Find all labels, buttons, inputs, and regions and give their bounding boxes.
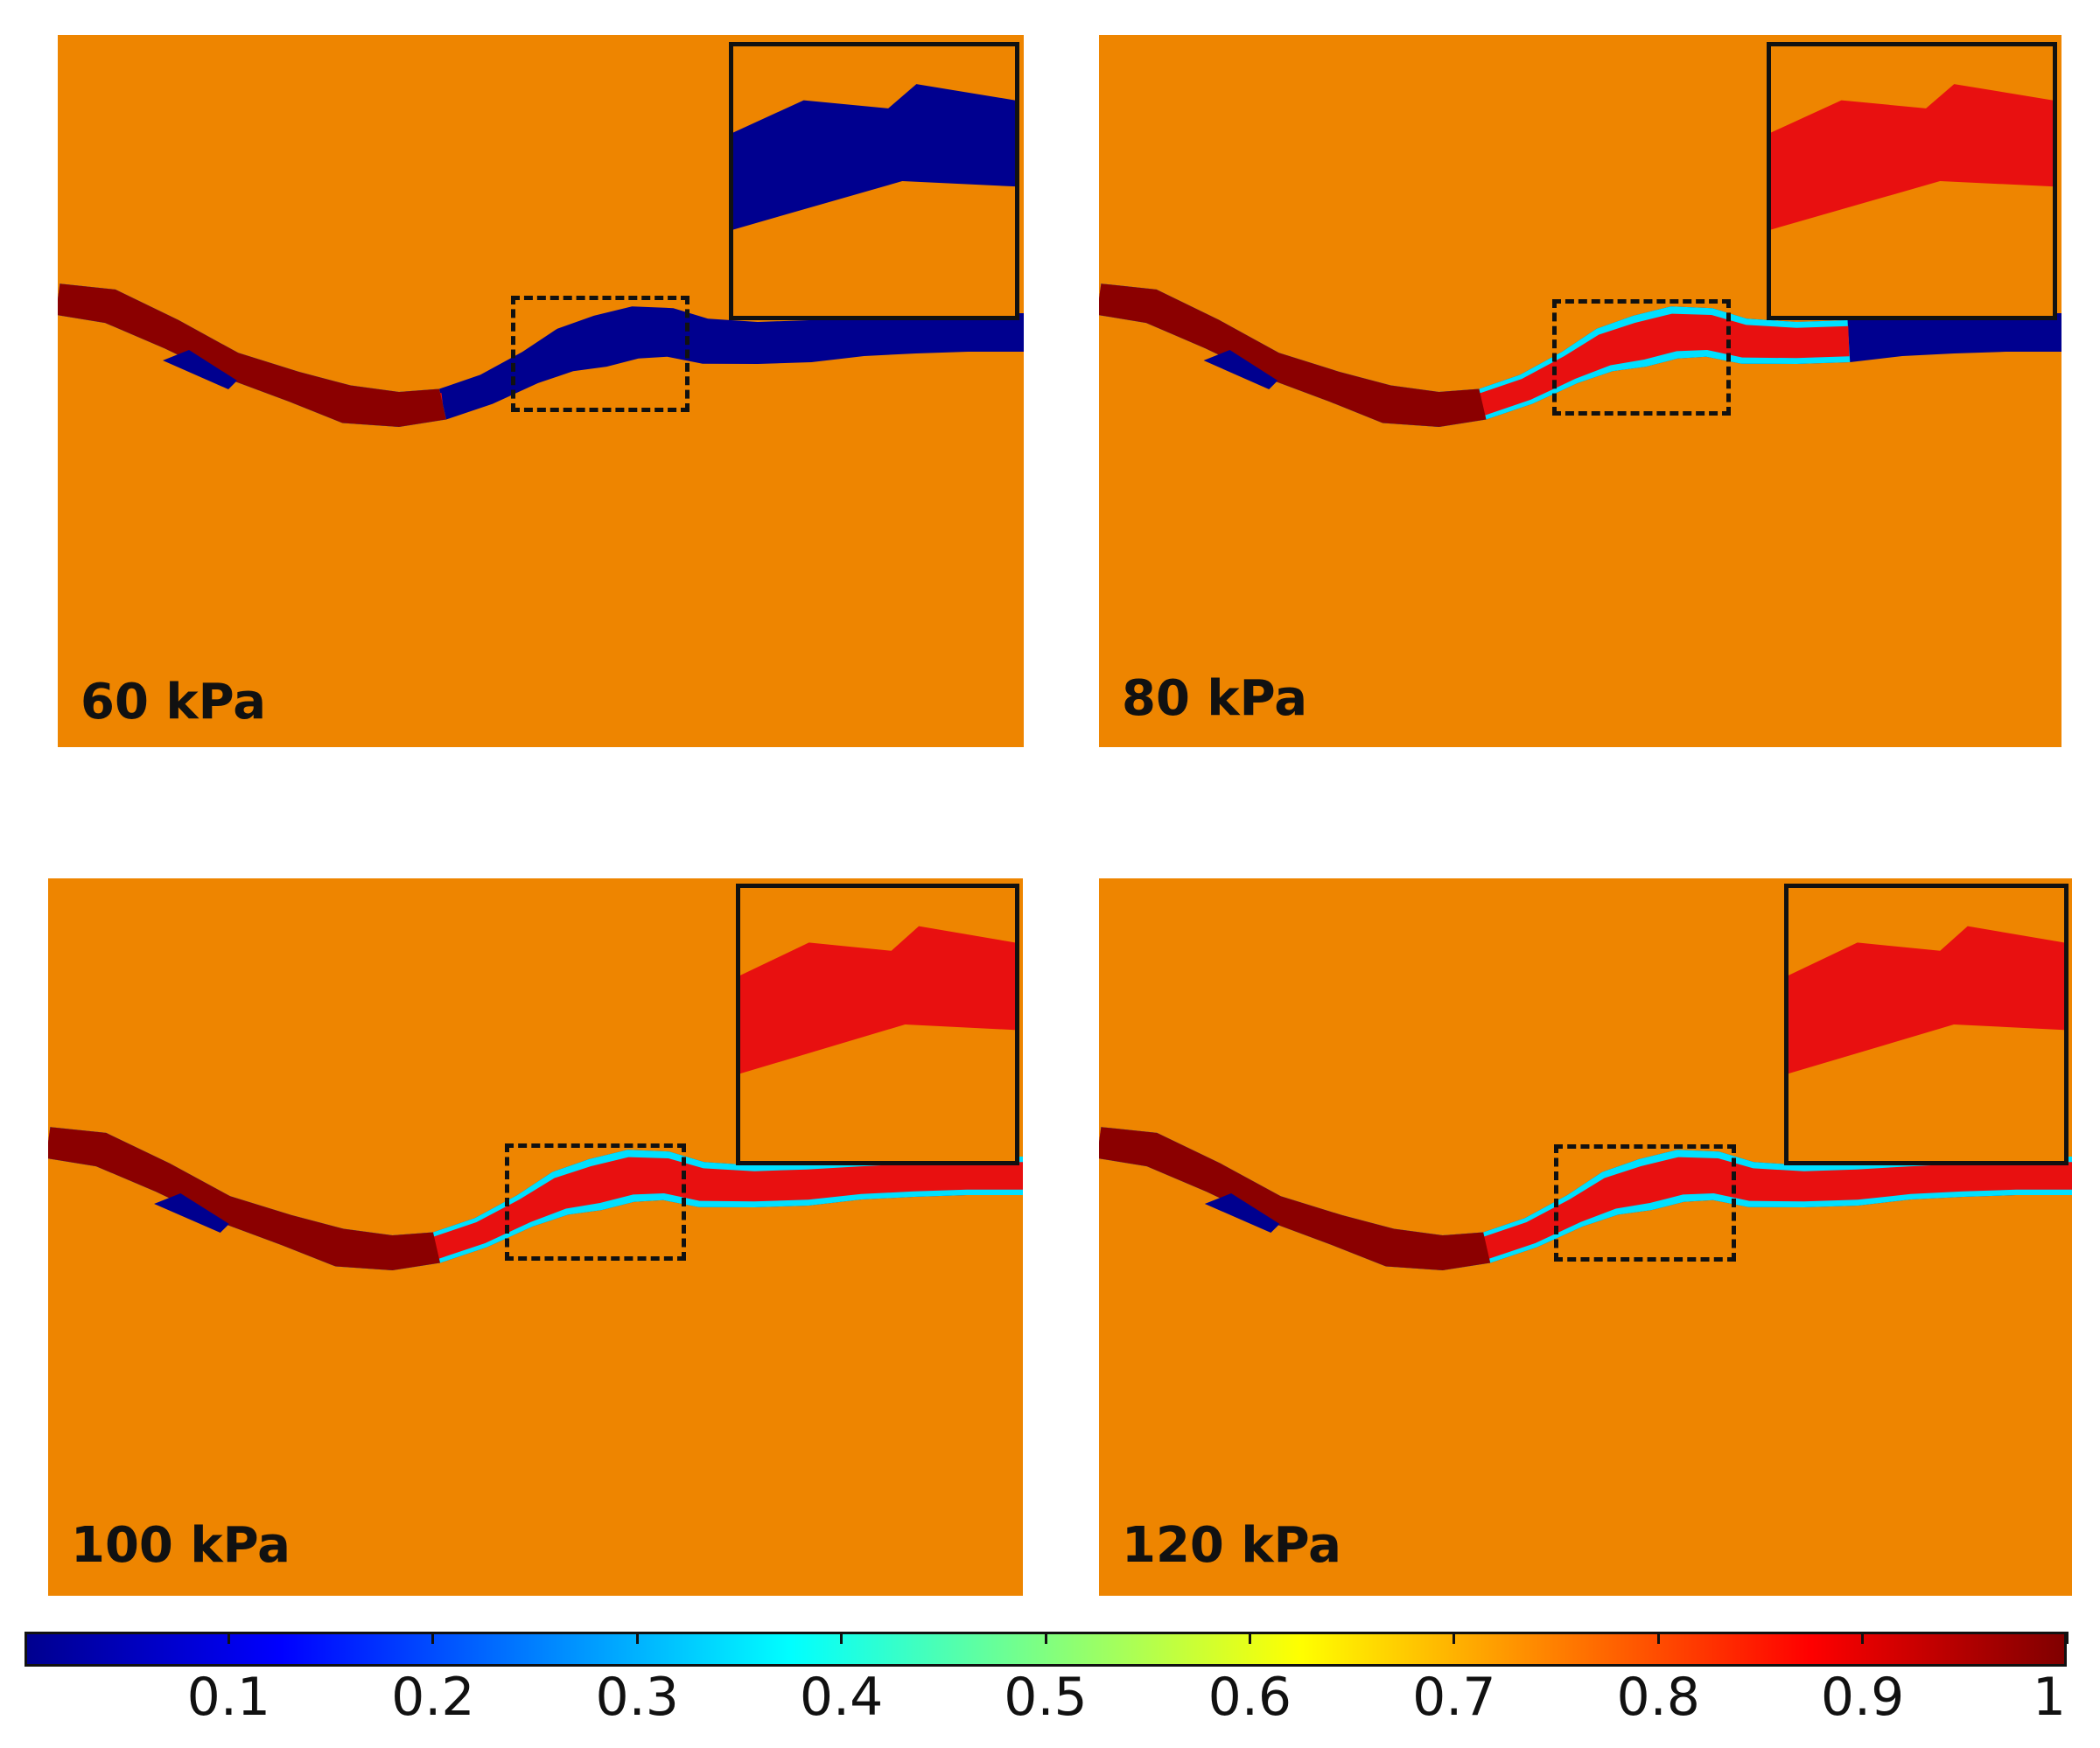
- colorbar-tick: [227, 1632, 230, 1644]
- zoom-inset: [736, 884, 1019, 1165]
- panel-120kpa: 120 kPa: [1099, 878, 2072, 1596]
- inset-plot: [740, 926, 1015, 1074]
- channel-plot: [1099, 1127, 2072, 1270]
- colorbar-tick-label: 0.2: [391, 1667, 475, 1728]
- colorbar-tick-label: 0.5: [1004, 1667, 1088, 1728]
- colorbar-tick-label: 0.6: [1208, 1667, 1292, 1728]
- inset-channel: [1788, 926, 2064, 1074]
- saturated-inlet: [1099, 283, 1487, 427]
- panel-label: 60 kPa: [80, 674, 266, 731]
- zoom-region-box: [505, 1143, 686, 1261]
- channel-plot: [48, 1127, 1023, 1270]
- panel-100kpa: 100 kPa: [48, 878, 1023, 1596]
- zoom-inset: [1784, 884, 2068, 1165]
- zoom-inset: [729, 42, 1019, 320]
- colorbar-tick-label: 0.4: [799, 1667, 884, 1728]
- panel-label: 120 kPa: [1122, 1517, 1341, 1574]
- colorbar-tick-label: 0.8: [1616, 1667, 1700, 1728]
- panel-label: 80 kPa: [1122, 670, 1307, 727]
- side-branch: [1204, 1193, 1280, 1233]
- zoom-region-box: [1554, 1144, 1736, 1262]
- colorbar-tick-label: 1: [2032, 1667, 2067, 1728]
- zoom-region-box: [511, 296, 690, 412]
- inset-plot: [1771, 84, 2053, 230]
- colorbar-tick-label: 0.3: [595, 1667, 679, 1728]
- zoom-inset: [1767, 42, 2057, 320]
- colorbar-tick: [1248, 1632, 1251, 1644]
- side-branch: [1203, 350, 1278, 389]
- colorbar-tick: [1861, 1632, 1865, 1644]
- inset-plot: [1788, 926, 2064, 1074]
- panel-80kpa: 80 kPa: [1099, 35, 2062, 747]
- saturated-inlet: [58, 283, 446, 427]
- inset-channel: [740, 926, 1015, 1074]
- side-branch: [163, 350, 237, 389]
- channel-plot: [58, 283, 1024, 427]
- panel-60kpa: 60 kPa: [58, 35, 1024, 747]
- zoom-region-box: [1552, 299, 1731, 416]
- colorbar-tick: [2065, 1632, 2068, 1644]
- inset-plot: [733, 84, 1015, 230]
- colorbar-tick-label: 0.9: [1820, 1667, 1905, 1728]
- colorbar-tick-label: 0.7: [1412, 1667, 1496, 1728]
- inset-channel: [733, 84, 1015, 230]
- colorbar-tick: [1656, 1632, 1660, 1644]
- colorbar-tick: [635, 1632, 639, 1644]
- colorbar-tick: [431, 1632, 435, 1644]
- colorbar-tick: [1044, 1632, 1047, 1644]
- colorbar-tick: [1452, 1632, 1456, 1644]
- inset-channel: [1771, 84, 2053, 230]
- saturation-core: [1099, 288, 1850, 423]
- side-branch: [154, 1193, 229, 1233]
- channel-plot: [1099, 283, 2062, 427]
- saturated-inlet: [1099, 1127, 1491, 1270]
- colorbar-tick: [840, 1632, 844, 1644]
- panel-label: 100 kPa: [71, 1517, 290, 1574]
- saturated-inlet: [48, 1127, 440, 1270]
- colorbar-tick-label: 0.1: [186, 1667, 271, 1728]
